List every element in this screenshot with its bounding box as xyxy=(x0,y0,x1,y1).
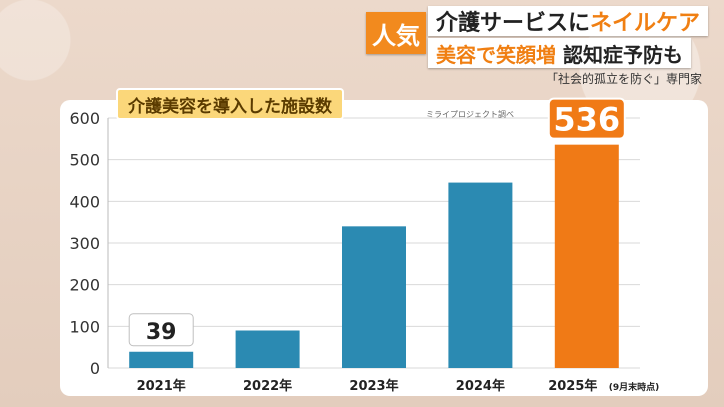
x-tick-label: 2025年 xyxy=(548,378,597,394)
x-tick-label: 2023年 xyxy=(349,378,398,394)
expert-caption: 「社会的孤立を防ぐ」専門家 xyxy=(545,72,702,86)
data-label-box xyxy=(128,313,194,347)
x-tick-note: (9月末時点) xyxy=(609,381,660,393)
y-tick-label: 500 xyxy=(69,151,100,170)
y-tick-label: 100 xyxy=(69,317,100,336)
topic-tag: 人気 xyxy=(366,12,426,54)
y-tick-label: 300 xyxy=(69,234,100,253)
subheadline-text: 認知症予防も xyxy=(562,42,683,67)
bar xyxy=(235,330,300,368)
y-tick-label: 400 xyxy=(69,192,100,211)
bar xyxy=(342,226,406,368)
bar xyxy=(129,351,194,368)
y-tick-label: 200 xyxy=(69,276,100,295)
x-tick-label: 2022年 xyxy=(243,378,292,394)
data-label: 536 xyxy=(553,101,620,139)
data-label-box xyxy=(547,97,626,140)
headline-caption: 介護サービスに ネイルケア xyxy=(428,6,709,36)
y-tick-label: 600 xyxy=(69,109,100,128)
headline-highlight: ネイルケア xyxy=(590,11,701,36)
data-label: 39 xyxy=(146,320,177,345)
x-tick-label: 2021年 xyxy=(137,378,186,394)
chart-title: 介護美容を導入した施設数 xyxy=(116,88,344,120)
x-tick-label: 2024年 xyxy=(456,378,505,394)
y-tick-label: 0 xyxy=(90,359,100,378)
subheadline-caption: 美容で笑顔増 認知症予防も xyxy=(428,38,691,68)
bar xyxy=(554,144,619,368)
bar xyxy=(448,182,513,368)
headline-text: 介護サービスに xyxy=(436,11,591,36)
subheadline-highlight: 美容で笑顔増 xyxy=(436,42,556,67)
chart-source: ミライプロジェクト調べ xyxy=(426,110,514,119)
